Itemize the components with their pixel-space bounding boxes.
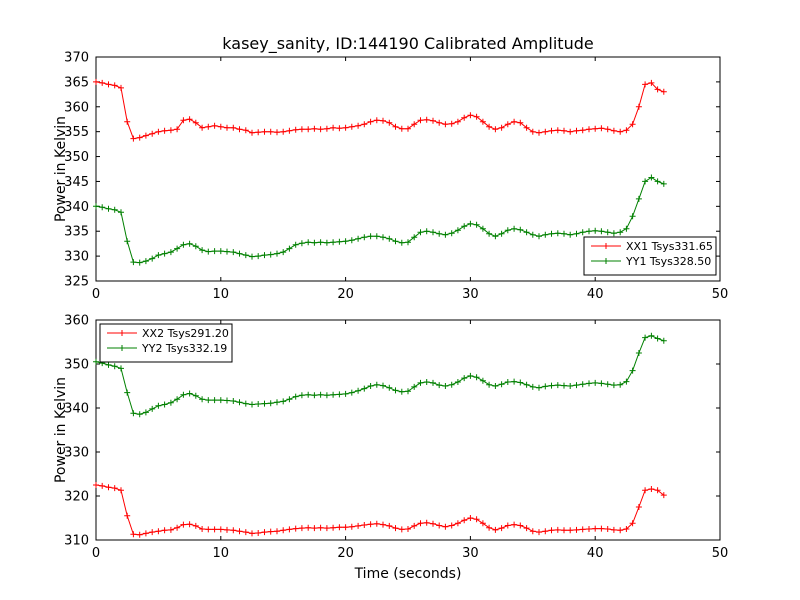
legend-0: XX1 Tsys331.65 YY1 Tsys328.50 [583, 236, 717, 276]
subplot-1: 0 10 20 30 40 50 310 320 330 340 350 360 [64, 314, 728, 562]
svg-text:40: 40 [587, 546, 604, 561]
svg-text:365: 365 [64, 75, 89, 90]
svg-text:20: 20 [337, 546, 354, 561]
series-markers [93, 482, 667, 538]
svg-text:YY2 Tsys332.19: YY2 Tsys332.19 [141, 342, 227, 355]
svg-text:10: 10 [213, 546, 230, 561]
svg-text:330: 330 [64, 250, 89, 265]
svg-text:325: 325 [64, 275, 89, 290]
svg-text:40: 40 [587, 287, 604, 302]
figure-title: kasey_sanity, ID:144190 Calibrated Ampli… [222, 34, 594, 53]
svg-text:320: 320 [64, 490, 89, 505]
series-markers [93, 174, 667, 266]
svg-text:350: 350 [64, 150, 89, 165]
svg-text:50: 50 [712, 287, 729, 302]
legend-1: XX2 Tsys291.20 YY2 Tsys332.19 [99, 323, 233, 363]
svg-text:335: 335 [64, 225, 89, 240]
svg-text:330: 330 [64, 446, 89, 461]
svg-text:360: 360 [64, 100, 89, 115]
svg-text:340: 340 [64, 402, 89, 417]
svg-text:30: 30 [462, 287, 479, 302]
svg-text:350: 350 [64, 358, 89, 373]
series-markers [93, 332, 667, 418]
svg-text:YY1 Tsys328.50: YY1 Tsys328.50 [625, 255, 711, 268]
subplot-0: 0 10 20 30 40 50 325 330 335 340 345 350 355 360 365 37… [64, 51, 728, 303]
svg-text:345: 345 [64, 175, 89, 190]
svg-text:50: 50 [712, 546, 729, 561]
svg-text:360: 360 [64, 314, 89, 329]
svg-text:10: 10 [213, 287, 230, 302]
svg-text:XX2 Tsys291.20: XX2 Tsys291.20 [142, 327, 229, 340]
svg-text:20: 20 [337, 287, 354, 302]
svg-text:370: 370 [64, 51, 89, 66]
svg-text:0: 0 [92, 287, 100, 302]
svg-text:30: 30 [462, 546, 479, 561]
svg-text:0: 0 [92, 546, 100, 561]
svg-text:340: 340 [64, 200, 89, 215]
svg-text:XX1 Tsys331.65: XX1 Tsys331.65 [626, 240, 713, 253]
svg-text:310: 310 [64, 534, 89, 549]
x-axis-label: Time (seconds) [354, 566, 462, 582]
series-markers [93, 78, 667, 142]
svg-text:355: 355 [64, 125, 89, 140]
